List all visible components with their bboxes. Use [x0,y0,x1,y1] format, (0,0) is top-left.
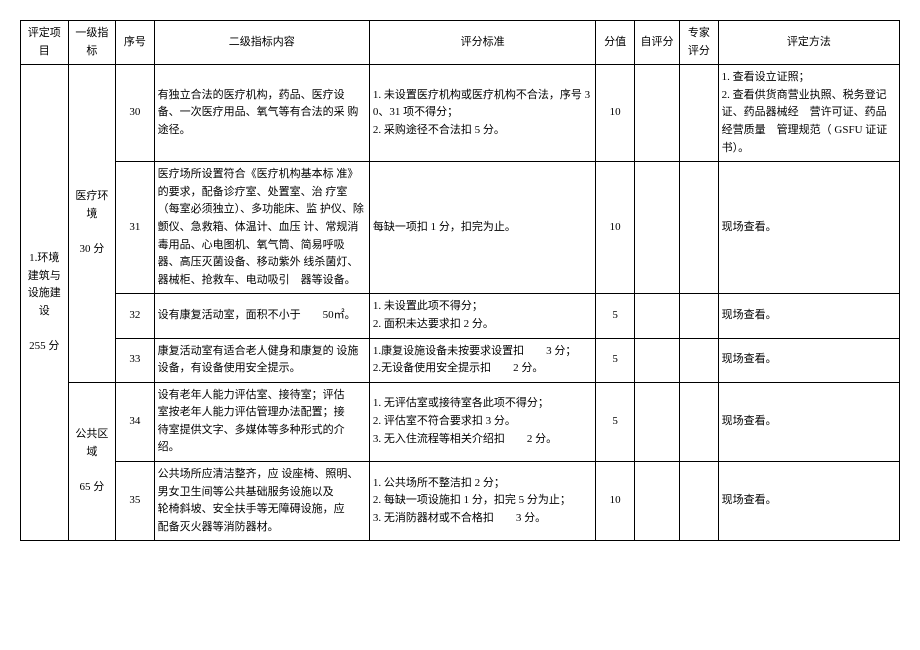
cell-expert [680,162,719,294]
cell-content: 设有康复活动室，面积不小于 50㎡。 [154,294,369,338]
table-row: 33 康复活动室有适合老人健身和康复的 设施设备，有设备使用安全提示。 1.康复… [21,338,900,382]
cell-expert [680,338,719,382]
th-indicator: 一级指标 [68,21,116,65]
indicator-public-title: 公共区域 [75,428,108,458]
cell-criteria: 每缺一项扣 1 分，扣完为止。 [369,162,596,294]
cell-indicator-public: 公共区域 65 分 [68,382,116,541]
th-method: 评定方法 [718,21,899,65]
cell-criteria: 1. 未设置医疗机构或医疗机构不合法，序号 30、31 项不得分；2. 采购途径… [369,65,596,162]
cell-criteria: 1. 未设置此项不得分；2. 面积未达要求扣 2 分。 [369,294,596,338]
cell-expert [680,65,719,162]
cell-score: 5 [596,338,635,382]
cell-content: 设有老年人能力评估室、接待室；评估 室按老年人能力评估管理办法配置；接 待室提供… [154,382,369,461]
cell-expert [680,294,719,338]
cell-self [634,462,679,541]
table-row: 35 公共场所应清洁整齐，应 设座椅、照明、男女卫生间等公共基础服务设施以及 轮… [21,462,900,541]
cell-method: 1. 查看设立证照；2. 查看供货商营业执照、税务登记证、药品器械经 营许可证、… [718,65,899,162]
cell-criteria: 1. 公共场所不整洁扣 2 分；2. 每缺一项设施扣 1 分，扣完 5 分为止；… [369,462,596,541]
table-row: 1.环境建筑与设施建设 255 分 医疗环境 30 分 30 有独立合法的医疗机… [21,65,900,162]
cell-method: 现场查看。 [718,462,899,541]
project-points: 255 分 [29,340,59,352]
cell-self [634,382,679,461]
project-title: 1.环境建筑与设施建设 [28,252,61,317]
table-row: 公共区域 65 分 34 设有老年人能力评估室、接待室；评估 室按老年人能力评估… [21,382,900,461]
th-project: 评定项目 [21,21,69,65]
cell-num: 35 [116,462,155,541]
cell-self [634,294,679,338]
cell-score: 10 [596,65,635,162]
cell-content: 医疗场所设置符合《医疗机构基本标 准》的要求，配备诊疗室、处置室、治 疗室（每室… [154,162,369,294]
cell-content: 公共场所应清洁整齐，应 设座椅、照明、男女卫生间等公共基础服务设施以及 轮椅斜坡… [154,462,369,541]
th-criteria: 评分标准 [369,21,596,65]
cell-expert [680,382,719,461]
cell-content: 有独立合法的医疗机构，药品、医疗设 备、一次医疗用品、氧气等有合法的采 购途径。 [154,65,369,162]
header-row: 评定项目 一级指标 序号 二级指标内容 评分标准 分值 自评分 专家评分 评定方… [21,21,900,65]
cell-method: 现场查看。 [718,382,899,461]
cell-method: 现场查看。 [718,338,899,382]
th-score: 分值 [596,21,635,65]
cell-num: 34 [116,382,155,461]
th-expert: 专家评分 [680,21,719,65]
cell-score: 10 [596,162,635,294]
indicator-medical-title: 医疗环境 [75,190,108,220]
cell-self [634,65,679,162]
th-self: 自评分 [634,21,679,65]
cell-num: 31 [116,162,155,294]
cell-num: 33 [116,338,155,382]
cell-method: 现场查看。 [718,294,899,338]
cell-criteria: 1.康复设施设备未按要求设置扣 3 分；2.无设备使用安全提示扣 2 分。 [369,338,596,382]
cell-self [634,162,679,294]
cell-self [634,338,679,382]
cell-method: 现场查看。 [718,162,899,294]
evaluation-table: 评定项目 一级指标 序号 二级指标内容 评分标准 分值 自评分 专家评分 评定方… [20,20,900,541]
cell-indicator-medical: 医疗环境 30 分 [68,65,116,383]
indicator-medical-points: 30 分 [79,243,104,255]
cell-num: 32 [116,294,155,338]
cell-project: 1.环境建筑与设施建设 255 分 [21,65,69,541]
th-num: 序号 [116,21,155,65]
cell-score: 5 [596,382,635,461]
cell-score: 10 [596,462,635,541]
th-content: 二级指标内容 [154,21,369,65]
cell-score: 5 [596,294,635,338]
indicator-public-points: 65 分 [79,481,104,493]
cell-num: 30 [116,65,155,162]
table-row: 32 设有康复活动室，面积不小于 50㎡。 1. 未设置此项不得分；2. 面积未… [21,294,900,338]
table-row: 31 医疗场所设置符合《医疗机构基本标 准》的要求，配备诊疗室、处置室、治 疗室… [21,162,900,294]
cell-criteria: 1. 无评估室或接待室各此项不得分；2. 评估室不符合要求扣 3 分。3. 无入… [369,382,596,461]
cell-expert [680,462,719,541]
cell-content: 康复活动室有适合老人健身和康复的 设施设备，有设备使用安全提示。 [154,338,369,382]
